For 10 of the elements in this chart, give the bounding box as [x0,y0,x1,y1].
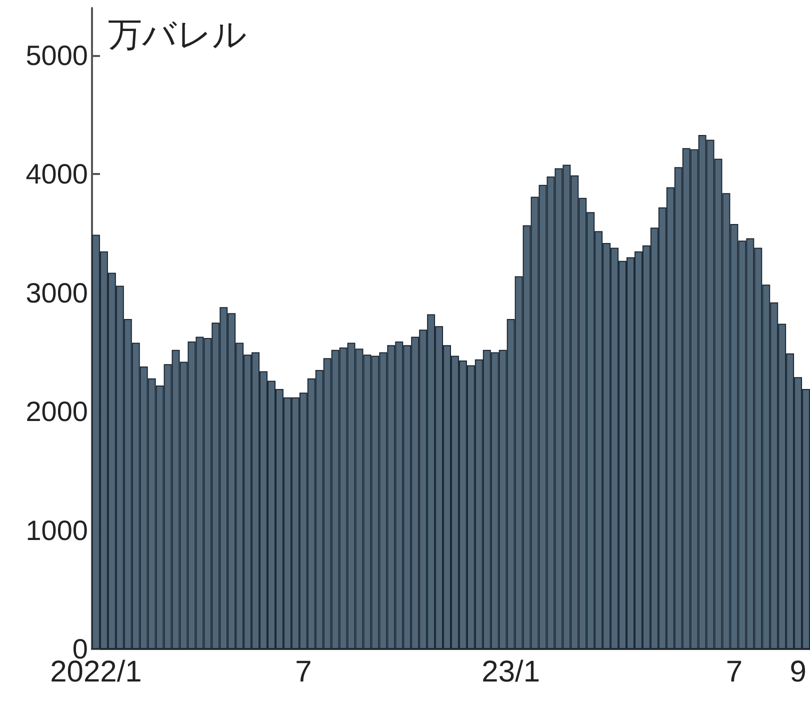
y-tick-label: 5000 [26,40,88,71]
y-tick-label: 2000 [26,396,88,428]
x-tick-label: 7 [726,656,743,688]
x-tick-label: 23/1 [482,656,540,688]
x-tick-label: 9 [790,656,806,688]
y-tick-label: 3000 [26,277,88,308]
x-tick-label: 7 [295,656,312,688]
y-tick-label: 1000 [26,514,88,546]
y-axis-title: 万バレル [108,16,247,54]
y-tick-label: 4000 [26,158,88,190]
